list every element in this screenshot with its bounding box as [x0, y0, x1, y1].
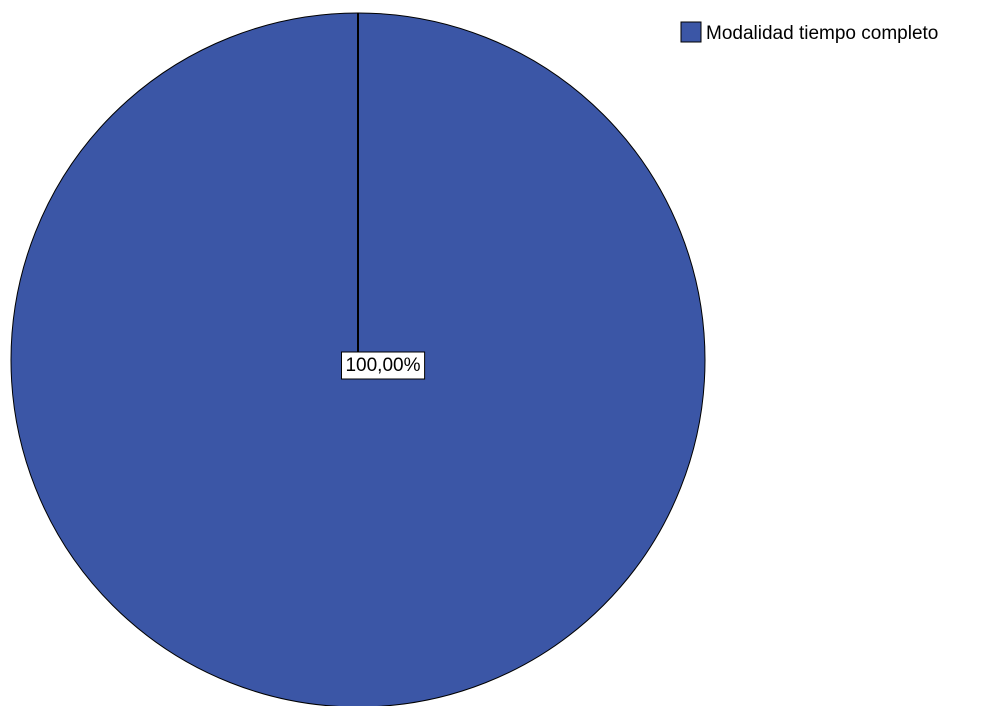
legend-swatch: [680, 21, 702, 43]
data-label-text: 100,00%: [345, 355, 420, 376]
legend-item-0: Modalidad tiempo completo: [680, 21, 938, 44]
data-label-box: [340, 351, 426, 380]
legend: Modalidad tiempo completo: [680, 21, 938, 44]
data-label-0: 100,00%: [340, 351, 426, 380]
pie-data-labels: 100,00%: [340, 351, 426, 380]
legend-label: Modalidad tiempo completo: [706, 23, 938, 44]
